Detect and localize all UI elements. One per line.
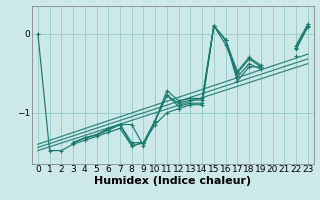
X-axis label: Humidex (Indice chaleur): Humidex (Indice chaleur) — [94, 176, 252, 186]
